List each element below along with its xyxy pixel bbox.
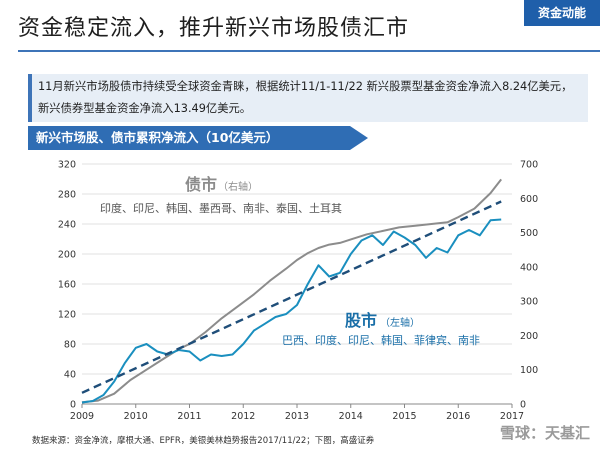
x-axis-tick-label: 2013 (285, 411, 309, 422)
right-axis-tick-label: 300 (520, 297, 538, 308)
source-note: 数据来源：资金净流，摩根大通、EPFR，美银美林趋势报告2017/11/22；下… (32, 436, 375, 446)
x-axis-tick-label: 2009 (70, 411, 94, 422)
left-axis-tick-label: 120 (58, 310, 76, 321)
bond-label-title: 债市 (185, 175, 217, 194)
flows-chart: 0 40 80 120 160 200 240 280 320 0 100 200 300 400 500… (58, 160, 538, 423)
left-axis-tick-label: 200 (58, 250, 76, 261)
bond-series-line (81, 178, 502, 404)
equity-series-line (81, 218, 502, 404)
right-axis-tick-label: 200 (520, 331, 538, 342)
right-axis-tick-label: 100 (520, 365, 538, 376)
left-axis-tick-label: 40 (64, 370, 76, 381)
right-axis-tick-label: 400 (520, 262, 538, 273)
left-axis-tick-label: 280 (58, 190, 76, 201)
left-axis-tick-label: 240 (58, 220, 76, 231)
trend-line (81, 200, 502, 394)
equity-label-title: 股市 (345, 311, 377, 330)
left-axis-tick-label: 320 (58, 160, 76, 171)
equity-label-axis-note: （左轴） (380, 316, 420, 329)
left-axis-tick-label: 160 (58, 280, 76, 291)
x-axis-tick-label: 2015 (392, 411, 416, 422)
x-axis-tick-label: 2017 (500, 411, 524, 422)
x-axis-tick-label: 2011 (177, 411, 201, 422)
page-title: 资金稳定流入，推升新兴市场股债汇市 (18, 16, 410, 41)
right-axis-tick-label: 500 (520, 228, 538, 239)
x-axis-tick-label: 2016 (446, 411, 470, 422)
x-axis-tick-label: 2012 (231, 411, 255, 422)
left-axis-tick-label: 0 (70, 400, 76, 411)
equity-label-countries: 巴西、印度、印尼、韩国、菲律宾、南非 (282, 333, 480, 347)
right-axis-tick-label: 0 (520, 400, 526, 411)
section-badge: 资金动能 (524, 0, 600, 26)
summary-text: 11月新兴市场股债市持续受全球资金青睐，根据统计11/1-11/22 新兴股票型… (28, 74, 588, 122)
bond-label-axis-note: （右轴） (218, 180, 258, 193)
watermark: 雪球：天基汇 (499, 424, 590, 442)
left-axis-tick-label: 80 (64, 340, 76, 351)
right-axis-tick-label: 700 (520, 160, 538, 171)
x-axis-tick-label: 2014 (339, 411, 363, 422)
bond-label-countries: 印度、印尼、韩国、墨西哥、南非、泰国、土耳其 (100, 201, 342, 215)
x-axis-tick-label: 2010 (124, 411, 148, 422)
right-axis-tick-label: 600 (520, 194, 538, 205)
chart-header: 新兴市场股、债市累积净流入（10亿美元） (28, 126, 368, 150)
title-rule (18, 50, 600, 52)
